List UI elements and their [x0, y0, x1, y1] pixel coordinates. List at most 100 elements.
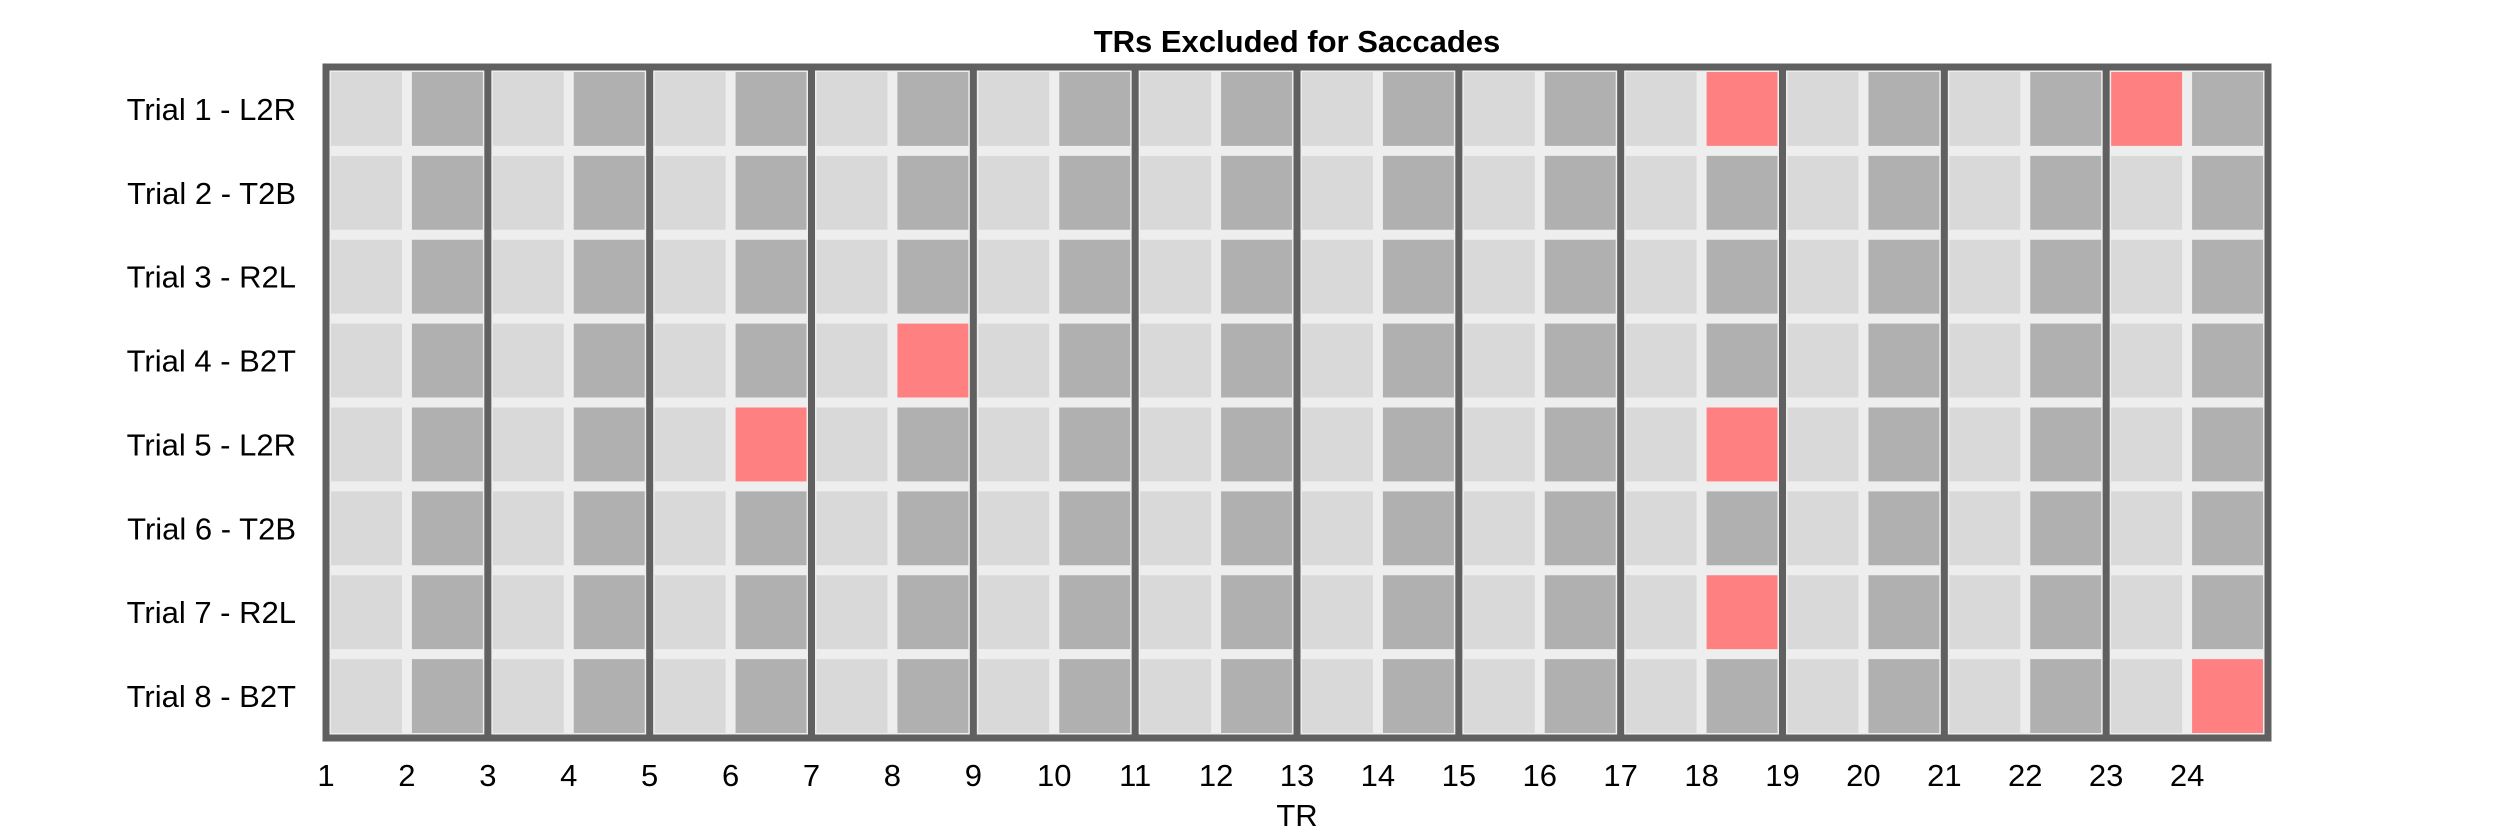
tr-cell	[1544, 323, 1616, 398]
tr-cell	[1140, 407, 1212, 482]
tr-cell	[411, 239, 483, 314]
tr-cell	[2030, 659, 2102, 733]
x-tick-label: 24	[2170, 758, 2204, 793]
tr-cell	[2030, 155, 2102, 230]
tr-cell	[2192, 239, 2263, 314]
tr-cell	[1625, 407, 1697, 482]
tr-cell	[1059, 491, 1131, 566]
tr-cell	[2111, 491, 2183, 566]
tr-cell	[897, 239, 969, 314]
tr-cell	[897, 407, 969, 482]
tr-cell	[2030, 491, 2102, 566]
tr-cell	[331, 407, 402, 482]
tr-cell	[2192, 407, 2263, 482]
tr-cell	[897, 659, 969, 733]
tr-cell	[1221, 407, 1292, 482]
tr-cell	[2030, 239, 2102, 314]
tr-cell	[1787, 323, 1859, 398]
tr-cell	[1868, 575, 1940, 650]
tr-cell	[1625, 323, 1697, 398]
tr-cell	[331, 575, 402, 650]
x-tick-label: 11	[1119, 758, 1151, 793]
x-tick-label: 10	[1037, 758, 1071, 793]
tr-cell	[1949, 155, 2021, 230]
tr-cell	[411, 323, 483, 398]
tr-cell	[1382, 239, 1454, 314]
tr-cell	[897, 491, 969, 566]
boundary-lines	[322, 63, 2272, 742]
tr-cell	[816, 407, 888, 482]
row-label: Trial 4 - B2T	[127, 344, 296, 379]
x-tick-label: 1	[317, 758, 334, 793]
tr-cell	[1868, 407, 1940, 482]
tr-cell	[331, 155, 402, 230]
tr-cell	[2030, 575, 2102, 650]
tr-cell	[816, 155, 888, 230]
x-tick-label: 12	[1199, 758, 1233, 793]
tr-cell	[735, 575, 807, 650]
tr-cell	[1868, 659, 1940, 733]
tr-cell	[573, 659, 645, 733]
tr-cell	[1059, 155, 1131, 230]
x-tick-label: 18	[1684, 758, 1718, 793]
tr-cell	[1382, 491, 1454, 566]
tr-cell	[1221, 491, 1292, 566]
row-label: Trial 5 - L2R	[127, 427, 296, 462]
tr-cell	[735, 72, 807, 146]
tr-cell	[1949, 491, 2021, 566]
tr-cell	[2192, 155, 2263, 230]
tr-cell	[978, 659, 1050, 733]
tr-cell	[654, 323, 726, 398]
tr-cell	[1463, 659, 1535, 733]
x-axis-label: TR	[1276, 798, 1317, 833]
excluded-cell	[1706, 72, 1778, 146]
tr-cell	[1302, 491, 1373, 566]
tr-cell	[816, 491, 888, 566]
tr-cell	[331, 72, 402, 146]
x-tick-label: 6	[722, 758, 739, 793]
tr-cell	[492, 491, 564, 566]
x-tick-label: 4	[560, 758, 577, 793]
tr-cell	[573, 323, 645, 398]
tr-cell	[1302, 239, 1373, 314]
tr-cell	[1221, 155, 1292, 230]
tr-cell	[331, 239, 402, 314]
tr-cell	[1868, 72, 1940, 146]
tr-cell	[978, 155, 1050, 230]
tr-cell	[2111, 659, 2183, 733]
tr-cell	[331, 323, 402, 398]
tr-cell	[1140, 491, 1212, 566]
tr-cell	[411, 407, 483, 482]
tr-cell	[1625, 239, 1697, 314]
tr-cell	[978, 239, 1050, 314]
tr-cell	[1949, 407, 2021, 482]
tr-cell	[1463, 575, 1535, 650]
tr-cell	[573, 407, 645, 482]
tr-cell	[1706, 491, 1778, 566]
tr-cell	[2030, 72, 2102, 146]
row-label: Trial 7 - R2L	[127, 595, 296, 630]
tr-cell	[654, 239, 726, 314]
x-tick-label: 5	[641, 758, 658, 793]
tr-cell	[2111, 407, 2183, 482]
tr-cell	[1868, 323, 1940, 398]
tr-cell	[1949, 323, 2021, 398]
tr-cell	[978, 491, 1050, 566]
excluded-cell	[735, 407, 807, 482]
tr-cell	[573, 491, 645, 566]
tr-cell	[1140, 239, 1212, 314]
tr-cell	[411, 659, 483, 733]
excluded-cell	[897, 323, 969, 398]
tr-cell	[1221, 323, 1292, 398]
tr-cell	[654, 72, 726, 146]
row-label: Trial 3 - R2L	[127, 260, 296, 295]
tr-cell	[978, 575, 1050, 650]
tr-cell	[1302, 575, 1373, 650]
x-tick-label: 7	[803, 758, 820, 793]
tr-cell	[1949, 575, 2021, 650]
x-tick-label: 14	[1361, 758, 1395, 793]
tr-cell	[492, 155, 564, 230]
tr-cell	[1140, 323, 1212, 398]
tr-cell	[1382, 659, 1454, 733]
